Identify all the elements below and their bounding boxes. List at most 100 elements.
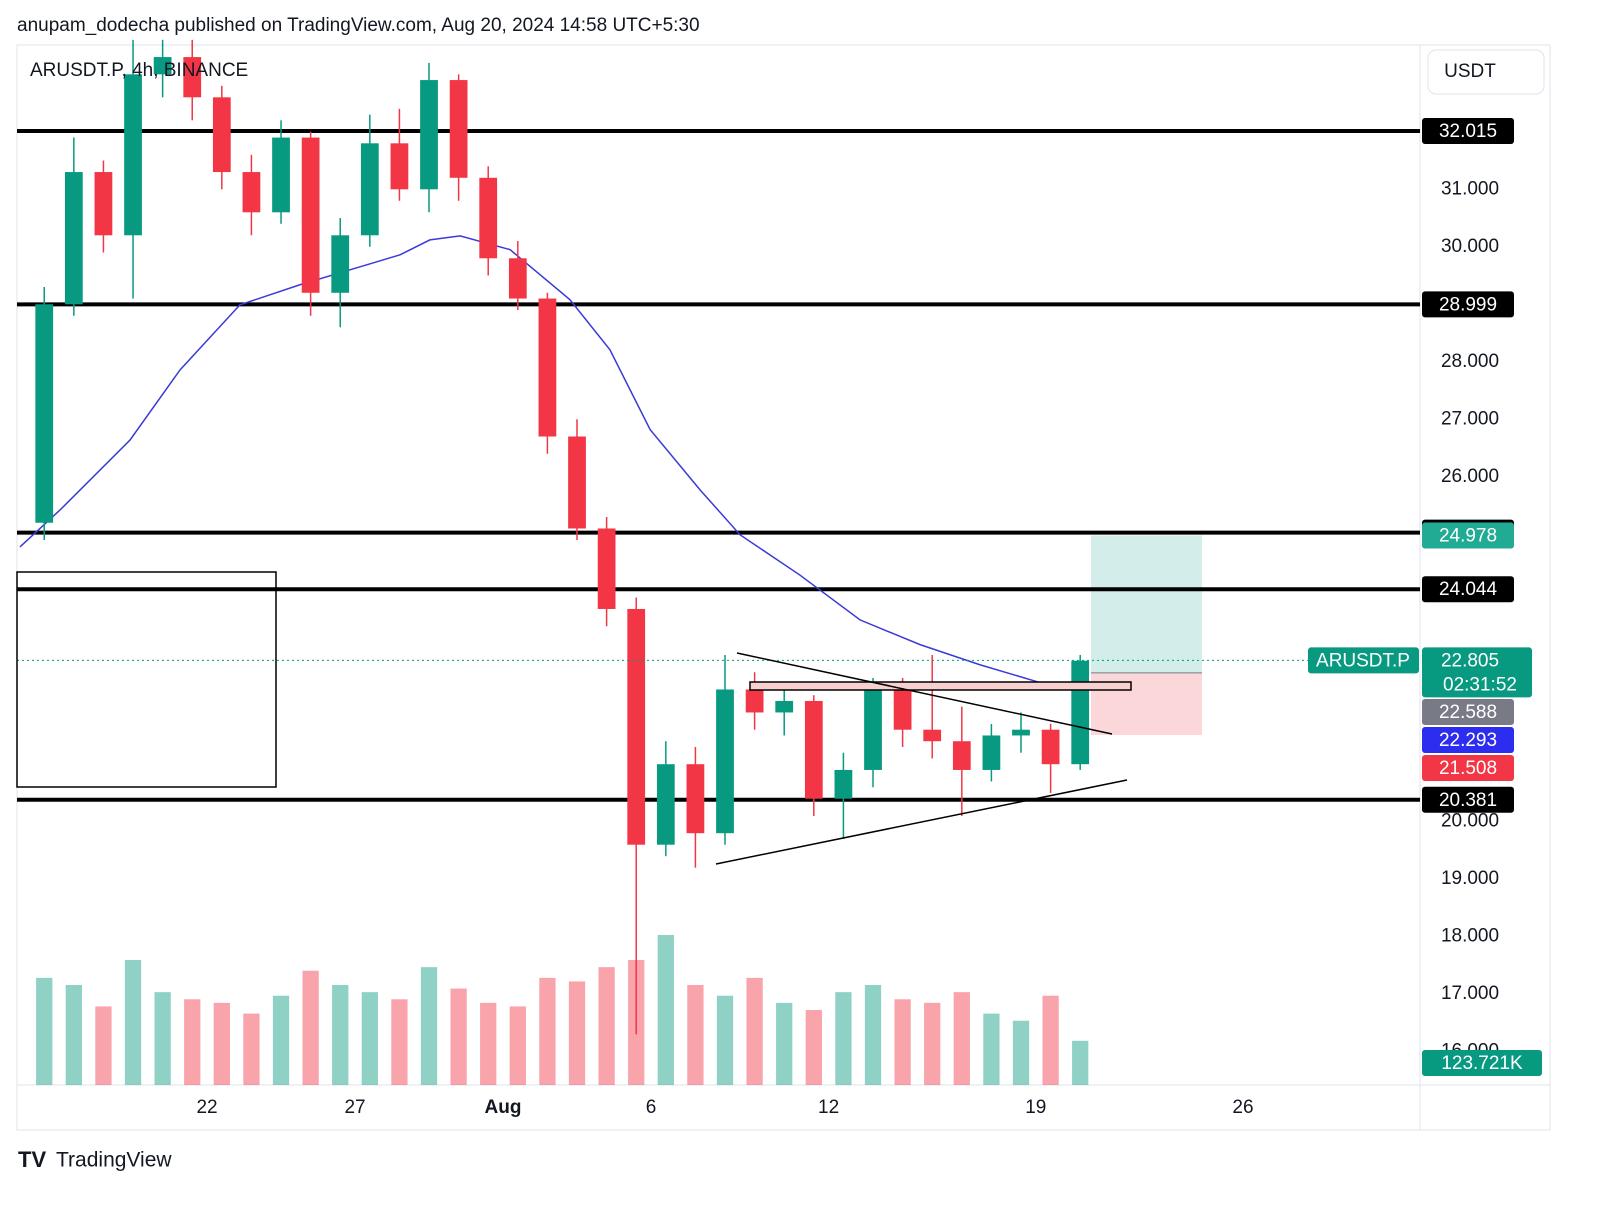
volume-bar <box>924 1002 941 1085</box>
zone-box <box>16 571 277 788</box>
candle-body <box>864 689 882 770</box>
volume-bar <box>746 977 763 1085</box>
volume-bar <box>95 1006 112 1085</box>
y-tick-label: 28.000 <box>1441 351 1499 372</box>
x-tick-label: 19 <box>1025 1097 1046 1118</box>
volume-bar <box>36 977 53 1085</box>
volume-bar <box>864 985 882 1085</box>
candle-body <box>124 74 142 236</box>
candle-body <box>64 172 83 305</box>
volume-bar <box>65 985 82 1085</box>
candle-body <box>360 143 379 236</box>
y-tick-label: 31.000 <box>1441 178 1499 199</box>
level-label: 28.999 <box>1439 294 1497 315</box>
candle-body <box>716 689 734 834</box>
volume-badge-label: 123.721K <box>1441 1053 1523 1074</box>
candle-body <box>508 258 527 299</box>
y-tick-label: 19.000 <box>1441 868 1499 889</box>
moving-average <box>19 235 1075 689</box>
volume-bar <box>716 995 734 1085</box>
candle-body <box>656 764 675 845</box>
target-zone <box>1091 535 1202 673</box>
brand-name: TradingView <box>56 1149 172 1172</box>
countdown: 02:31:52 <box>1443 674 1517 695</box>
level-label: 20.381 <box>1439 790 1497 811</box>
y-tick-label: 26.000 <box>1441 466 1499 487</box>
candle-body <box>775 700 794 713</box>
candle-body <box>923 729 942 742</box>
candle-body <box>952 741 971 770</box>
y-tick-label: 30.000 <box>1441 236 1499 257</box>
candle-body <box>834 769 853 799</box>
volume-bar <box>835 992 852 1085</box>
volume-bar <box>776 1002 793 1085</box>
level-badge <box>1422 576 1514 603</box>
candle-body <box>183 57 202 98</box>
candle-body <box>212 97 231 173</box>
currency-button-label[interactable]: USDT <box>1444 61 1496 82</box>
candle-body <box>568 436 586 529</box>
candle-body <box>35 304 54 523</box>
volume-bar <box>805 1010 822 1085</box>
x-tick-label: 26 <box>1232 1097 1253 1118</box>
volume-bar <box>184 999 201 1085</box>
currency-button[interactable] <box>1427 49 1545 95</box>
candle-body <box>449 80 468 178</box>
volume-bar <box>953 992 970 1085</box>
y-tick-label: 27.000 <box>1441 408 1499 429</box>
candle-body <box>94 172 113 236</box>
candle-body <box>982 735 1001 770</box>
volume-bar <box>332 985 349 1085</box>
volume-bar <box>243 1013 260 1085</box>
volume-bar <box>450 988 467 1085</box>
volume-bar <box>480 1002 497 1085</box>
volume-bar <box>124 960 142 1085</box>
last-price-badge <box>1422 647 1532 698</box>
volume-badge <box>1422 1050 1542 1076</box>
volume-bar <box>1072 1040 1089 1085</box>
level-label: 32.015 <box>1439 121 1497 142</box>
trend-line <box>736 652 1113 735</box>
price-badge-label: 21.508 <box>1439 758 1497 779</box>
candle-body <box>420 80 438 190</box>
price-badge-label: 22.293 <box>1439 730 1497 751</box>
candle-body <box>331 235 350 293</box>
candle-body <box>745 689 764 713</box>
published-line: anupam_dodecha published on TradingView.… <box>17 15 700 36</box>
volume-bar <box>302 970 319 1085</box>
volume-bar <box>213 1002 230 1085</box>
volume-bar <box>391 999 408 1085</box>
volume-bar <box>361 992 378 1085</box>
candle-body <box>804 700 823 799</box>
candle-body <box>538 298 557 437</box>
x-tick-label: 27 <box>344 1097 365 1118</box>
y-tick-label: 17.000 <box>1441 983 1499 1004</box>
volume-bar <box>420 967 438 1085</box>
volume-bar <box>983 1013 1000 1085</box>
symbol-badge-label: ARUSDT.P <box>1316 650 1410 671</box>
plot-area <box>17 39 1420 1085</box>
y-tick-label: 18.000 <box>1441 926 1499 947</box>
price-badge <box>1422 699 1514 725</box>
candle-body <box>301 137 320 293</box>
price-badge-label: 22.588 <box>1439 702 1497 723</box>
candle-body <box>1041 729 1060 765</box>
volume-bar <box>1012 1020 1030 1085</box>
volume-bar <box>568 981 586 1085</box>
candle-body <box>893 689 912 730</box>
volume-bar <box>509 1006 526 1085</box>
candle-body <box>242 172 261 213</box>
last-price-label: 22.805 <box>1441 650 1499 671</box>
volume-bar <box>687 985 704 1085</box>
symbol-badge <box>1308 647 1419 674</box>
candle-body <box>390 143 409 190</box>
volume-bar <box>894 999 911 1085</box>
candle-body <box>686 764 705 834</box>
volume-bar <box>598 967 615 1085</box>
y-tick-label: 20.000 <box>1441 811 1499 832</box>
symbol-legend: ARUSDT.P, 4h, BINANCE <box>30 60 248 81</box>
x-tick-label: 12 <box>818 1097 839 1118</box>
price-badge <box>1422 755 1514 781</box>
